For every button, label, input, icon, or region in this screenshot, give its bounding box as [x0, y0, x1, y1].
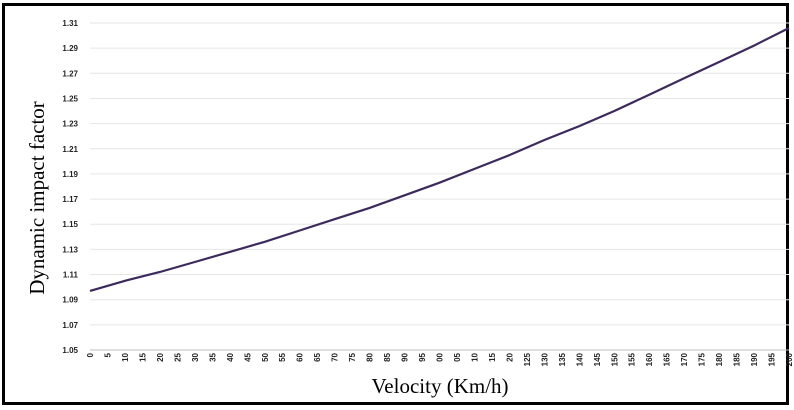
x-tick-label: 85 — [383, 352, 392, 361]
x-tick-label: 0 — [86, 352, 95, 357]
grid-lines — [90, 22, 789, 326]
y-tick-label: 1.29 — [62, 44, 78, 53]
x-tick-label: 50 — [261, 352, 270, 361]
x-tick-label: 195 — [768, 352, 777, 366]
x-tick-label: 20 — [156, 352, 165, 361]
x-tick-label: 90 — [401, 352, 410, 361]
x-tick-label: 185 — [733, 352, 742, 366]
chart-frame — [2, 3, 789, 405]
x-tick-label: 150 — [610, 352, 619, 366]
x-tick-label: 165 — [663, 352, 672, 366]
y-tick-label: 1.23 — [62, 120, 78, 129]
x-tick-label: 65 — [313, 352, 322, 361]
y-tick-label: 1.19 — [62, 170, 78, 179]
x-tick-label: 75 — [348, 352, 357, 361]
x-tick-label: 145 — [593, 352, 602, 366]
x-tick-label: 15 — [138, 352, 147, 361]
x-tick-label: 10 — [121, 352, 130, 361]
x-tick-label: 80 — [366, 352, 375, 361]
x-tick-label: 35 — [208, 352, 217, 361]
y-tick-label: 1.21 — [62, 145, 78, 154]
x-tick-label: 55 — [278, 352, 287, 361]
y-axis-title: Dynamic impact factor — [25, 101, 49, 295]
y-tick-label: 1.05 — [62, 346, 78, 355]
x-tick-label: 130 — [540, 352, 549, 366]
x-tick-label: 170 — [680, 352, 689, 366]
y-axis-ticks: 1.05 1.07 1.09 1.11 1.13 1.15 1.17 1.19 1.21 1.23… — [62, 19, 78, 355]
x-tick-label: 30 — [191, 352, 200, 361]
x-tick-label: 60 — [296, 352, 305, 361]
x-tick-label: 155 — [628, 352, 637, 366]
x-tick-label: 25 — [173, 352, 182, 361]
y-tick-label: 1.25 — [62, 94, 78, 103]
x-tick-label: 15 — [488, 352, 497, 361]
y-tick-label: 1.31 — [62, 19, 78, 28]
x-tick-label: 175 — [698, 352, 707, 366]
y-tick-label: 1.15 — [62, 220, 78, 229]
y-tick-label: 1.27 — [62, 69, 78, 78]
x-tick-label: 00 — [436, 352, 445, 361]
x-tick-label: 200 — [785, 352, 794, 366]
x-tick-label: 5 — [103, 352, 112, 357]
x-tick-label: 140 — [575, 352, 584, 366]
x-tick-label: 10 — [470, 352, 479, 361]
y-tick-label: 1.11 — [63, 271, 79, 280]
y-tick-label: 1.17 — [62, 195, 78, 204]
x-tick-label: 20 — [505, 352, 514, 361]
x-tick-label: 180 — [715, 352, 724, 366]
series-line — [89, 27, 790, 292]
x-axis-title: Velocity (Km/h) — [371, 374, 508, 398]
x-tick-label: 40 — [226, 352, 235, 361]
y-tick-label: 1.07 — [62, 321, 78, 330]
y-tick-label: 1.13 — [62, 245, 78, 254]
x-tick-label: 135 — [558, 352, 567, 366]
y-tick-label: 1.09 — [62, 296, 78, 305]
x-tick-label: 125 — [523, 352, 532, 366]
x-tick-label: 70 — [331, 352, 340, 361]
x-tick-label: 160 — [645, 352, 654, 366]
x-tick-label: 45 — [243, 352, 252, 361]
x-tick-label: 190 — [750, 352, 759, 366]
x-tick-label: 95 — [418, 352, 427, 361]
x-axis-ticks: 0 5 10 15 20 25 30 35 40 45 50 55 60 65 70 75 80 85 90 95 00… — [86, 352, 794, 366]
x-tick-label: 05 — [453, 352, 462, 361]
